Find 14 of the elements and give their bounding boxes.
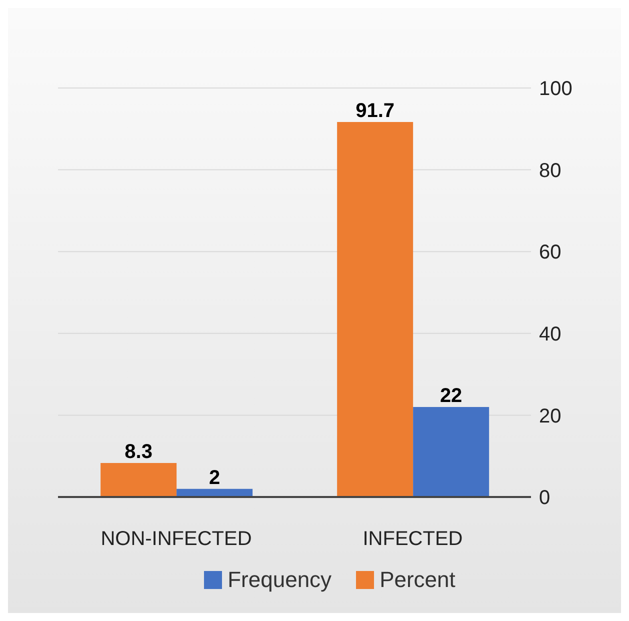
- legend-label: Frequency: [228, 567, 332, 593]
- legend-label: Percent: [380, 567, 456, 593]
- y-tick-label: 40: [539, 324, 562, 346]
- y-tick-label: 0: [539, 487, 550, 510]
- data-label: 22: [440, 385, 462, 408]
- data-label: 2: [209, 466, 220, 489]
- y-tick-label: 80: [539, 160, 562, 182]
- data-label: 8.3: [124, 441, 152, 464]
- data-label: 91.7: [356, 100, 395, 122]
- y-tick-label: 100: [539, 78, 572, 100]
- x-tick-label: INFECTED: [362, 528, 463, 550]
- y-tick-label: 60: [539, 242, 562, 264]
- y-tick-label: 20: [539, 405, 562, 428]
- x-tick-label: NON-INFECTED: [100, 528, 252, 550]
